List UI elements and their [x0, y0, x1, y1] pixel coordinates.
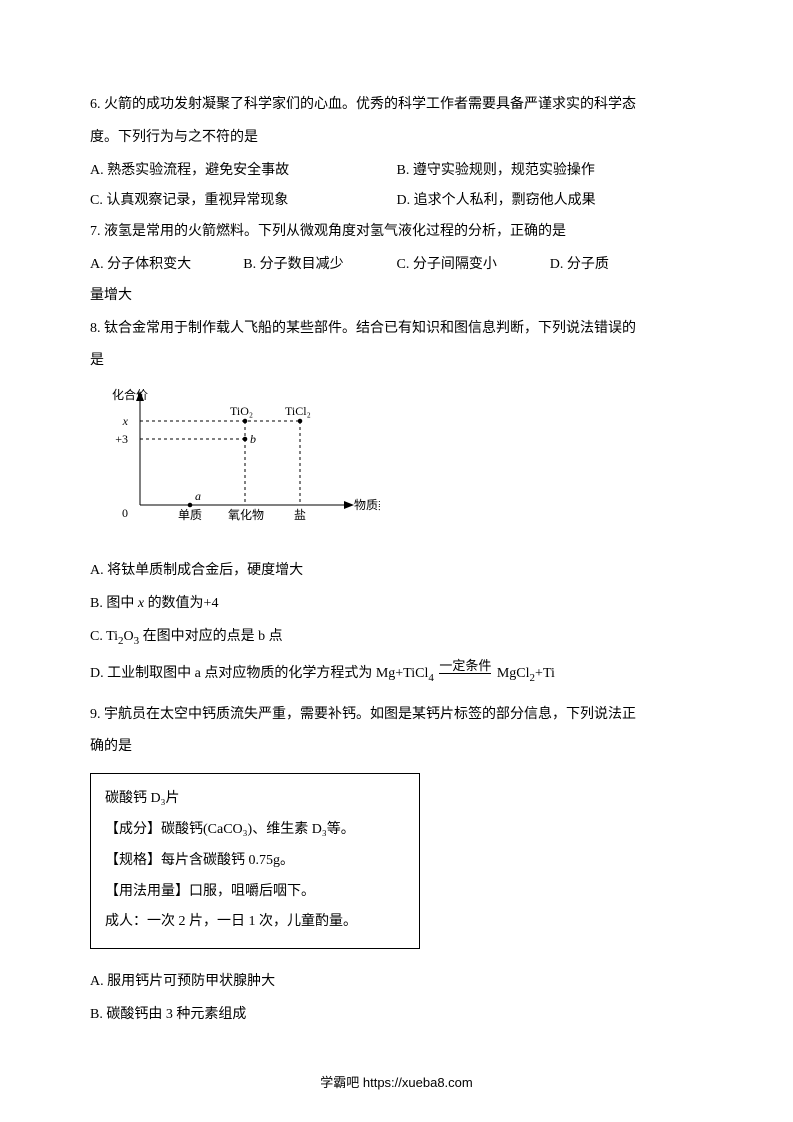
q7-options-row: A. 分子体积变大 B. 分子数目减少 C. 分子间隔变小 D. 分子质	[90, 250, 703, 281]
chart-cat3: 盐	[294, 508, 306, 522]
q8-opt-c-pre: C. Ti	[90, 629, 118, 644]
q8-opt-d-post: +Ti	[535, 666, 555, 681]
q8-opt-d-pre: D. 工业制取图中 a 点对应物质的化学方程式为 Mg+TiCl	[90, 666, 428, 681]
chart-x-label: 物质类别	[354, 498, 380, 512]
q9-opt-b: B. 碳酸钙由 3 种元素组成	[90, 1000, 703, 1031]
q6-opt-a: A. 熟悉实验流程，避免安全事故	[90, 156, 397, 187]
chart-y-label: 化合价	[112, 387, 148, 402]
q7-opt-b: B. 分子数目减少	[243, 250, 396, 281]
q6-opt-b: B. 遵守实验规则，规范实验操作	[397, 156, 704, 187]
q7-opt-d-part1: D. 分子质	[550, 250, 703, 281]
reaction-arrow: 一定条件	[439, 659, 491, 689]
chart-origin: 0	[122, 506, 128, 520]
q8-chart: 化合价 物质类别 x +3 0 a TiO₂ b TiCl₂ 单质 氧化物 盐	[90, 385, 703, 548]
chart-label-b: b	[250, 432, 256, 446]
q8-opt-c-post: 在图中对应的点是 b 点	[139, 629, 283, 644]
chart-cat2: 氧化物	[228, 508, 264, 522]
label-line2: 【规格】每片含碳酸钙 0.75g。	[105, 846, 405, 877]
label-title: 碳酸钙 D₃片	[105, 784, 405, 815]
calcium-label-box: 碳酸钙 D₃片 【成分】碳酸钙(CaCO₃)、维生素 D₃等。 【规格】每片含碳…	[90, 773, 420, 949]
page-content: 6. 火箭的成功发射凝聚了科学家们的心血。优秀的科学工作者需要具备严谨求实的科学…	[0, 0, 793, 1073]
chart-label-a: a	[195, 489, 201, 503]
chart-ytick-3: +3	[115, 432, 128, 446]
q8-opt-d: D. 工业制取图中 a 点对应物质的化学方程式为 Mg+TiCl4 一定条件 M…	[90, 659, 703, 690]
q6-opt-d: D. 追求个人私利，剽窃他人成果	[397, 186, 704, 217]
q8-opt-b: B. 图中 x 的数值为+4	[90, 589, 703, 620]
chart-label-tio2: TiO₂	[230, 404, 253, 418]
valence-chart-svg: 化合价 物质类别 x +3 0 a TiO₂ b TiCl₂ 单质 氧化物 盐	[90, 385, 380, 535]
q9-stem-line1: 9. 宇航员在太空中钙质流失严重，需要补钙。如图是某钙片标签的部分信息，下列说法…	[90, 700, 703, 731]
q6-stem-line2: 度。下列行为与之不符的是	[90, 123, 703, 154]
q8-opt-c: C. Ti2O3 在图中对应的点是 b 点	[90, 622, 703, 653]
chart-point-a	[188, 503, 193, 508]
q8-stem-line2: 是	[90, 346, 703, 377]
chart-label-ticl2: TiCl₂	[285, 404, 311, 418]
chart-cat1: 单质	[178, 508, 202, 522]
q8-opt-b-pre: B. 图中	[90, 596, 138, 611]
q7-opt-a: A. 分子体积变大	[90, 250, 243, 281]
page-footer: 学霸吧 https://xueba8.com	[0, 1069, 793, 1098]
q8-opt-b-post: 的数值为+4	[144, 596, 218, 611]
q9-opt-a: A. 服用钙片可预防甲状腺肿大	[90, 967, 703, 998]
q7-stem: 7. 液氢是常用的火箭燃料。下列从微观角度对氢气液化过程的分析，正确的是	[90, 217, 703, 248]
reaction-condition: 一定条件	[439, 659, 491, 673]
q6-opt-c: C. 认真观察记录，重视异常现象	[90, 186, 397, 217]
chart-point-b	[243, 437, 248, 442]
q8-opt-a: A. 将钛单质制成合金后，硬度增大	[90, 556, 703, 587]
q7-opt-d-part2: 量增大	[90, 281, 703, 312]
q8-opt-d-mid: MgCl	[497, 666, 530, 681]
label-line3: 【用法用量】口服，咀嚼后咽下。	[105, 877, 405, 908]
q7-opt-c: C. 分子间隔变小	[397, 250, 550, 281]
label-line4: 成人：一次 2 片，一日 1 次，儿童酌量。	[105, 907, 405, 938]
q8-stem-line1: 8. 钛合金常用于制作载人飞船的某些部件。结合已有知识和图信息判断，下列说法错误…	[90, 314, 703, 345]
q6-stem-line1: 6. 火箭的成功发射凝聚了科学家们的心血。优秀的科学工作者需要具备严谨求实的科学…	[90, 90, 703, 121]
q9-stem-line2: 确的是	[90, 732, 703, 763]
chart-ytick-x: x	[122, 414, 129, 428]
label-line1: 【成分】碳酸钙(CaCO₃)、维生素 D₃等。	[105, 815, 405, 846]
chart-point-ticl2	[298, 419, 303, 424]
q6-options-row2: C. 认真观察记录，重视异常现象 D. 追求个人私利，剽窃他人成果	[90, 186, 703, 217]
chart-point-tio2	[243, 419, 248, 424]
q6-options-row1: A. 熟悉实验流程，避免安全事故 B. 遵守实验规则，规范实验操作	[90, 156, 703, 187]
